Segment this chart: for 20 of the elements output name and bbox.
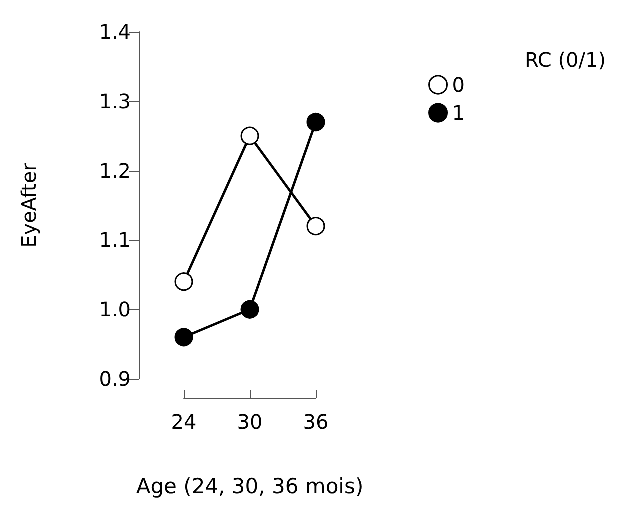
x-tick-label: 24 <box>171 410 197 434</box>
y-tick-label: 1.4 <box>99 20 131 44</box>
y-tick-label: 1.0 <box>99 298 131 322</box>
legend-title: RC (0/1) <box>524 48 606 72</box>
point <box>240 126 260 146</box>
x-tick-label: 36 <box>303 410 329 434</box>
point <box>306 112 326 132</box>
legend-label: 0 <box>452 73 466 97</box>
y-tick-label: 1.2 <box>99 158 131 183</box>
y-tick-label: 1.1 <box>99 228 131 252</box>
x-tick-label: 30 <box>237 410 263 434</box>
y-tick-label: 1.3 <box>99 89 131 114</box>
y-axis-title: EyeAfter <box>17 162 41 248</box>
point <box>306 217 326 236</box>
point <box>240 300 260 319</box>
y-tick-label: 0.9 <box>99 367 131 391</box>
x-axis-title: Age (24, 30, 36 mois) <box>136 474 364 498</box>
point <box>174 272 194 292</box>
legend-label: 1 <box>452 101 466 125</box>
point <box>174 328 194 347</box>
